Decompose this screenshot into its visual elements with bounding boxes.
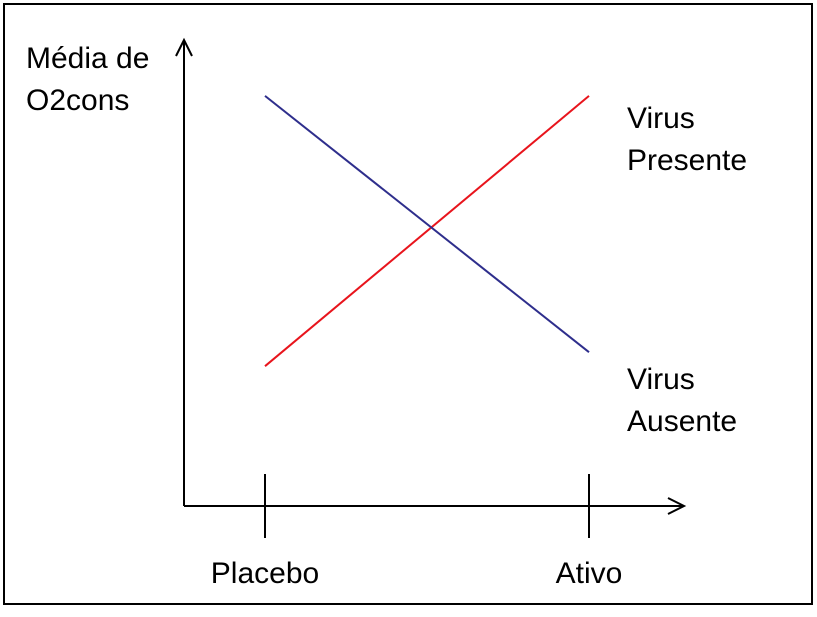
series-lines bbox=[264, 95, 590, 367]
series-line-virus-presente bbox=[264, 95, 590, 367]
x-tick-label-placebo: Placebo bbox=[211, 557, 319, 590]
series-label-virus-ausente-line-2: Ausente bbox=[627, 405, 737, 438]
y-axis-label-line-2: O2cons bbox=[26, 84, 129, 117]
chart-border bbox=[3, 3, 813, 605]
series-label-virus-ausente-line-1: Virus bbox=[627, 363, 695, 396]
series-label-virus-presente: Virus Presente bbox=[627, 102, 747, 177]
series-label-virus-presente-line-1: Virus bbox=[627, 102, 695, 135]
axes bbox=[175, 37, 687, 515]
y-axis-label: Média de O2cons bbox=[26, 42, 158, 117]
series-label-virus-ausente: Virus Ausente bbox=[627, 363, 737, 438]
series-line-virus-ausente bbox=[264, 95, 590, 353]
x-ticks: Placebo Ativo bbox=[211, 474, 623, 590]
x-tick-label-ativo: Ativo bbox=[556, 557, 623, 590]
x-axis-arrow bbox=[667, 497, 687, 515]
y-axis-label-line-1: Média de bbox=[26, 42, 149, 75]
y-axis-arrow bbox=[175, 37, 193, 57]
series-label-virus-presente-line-2: Presente bbox=[627, 144, 747, 177]
